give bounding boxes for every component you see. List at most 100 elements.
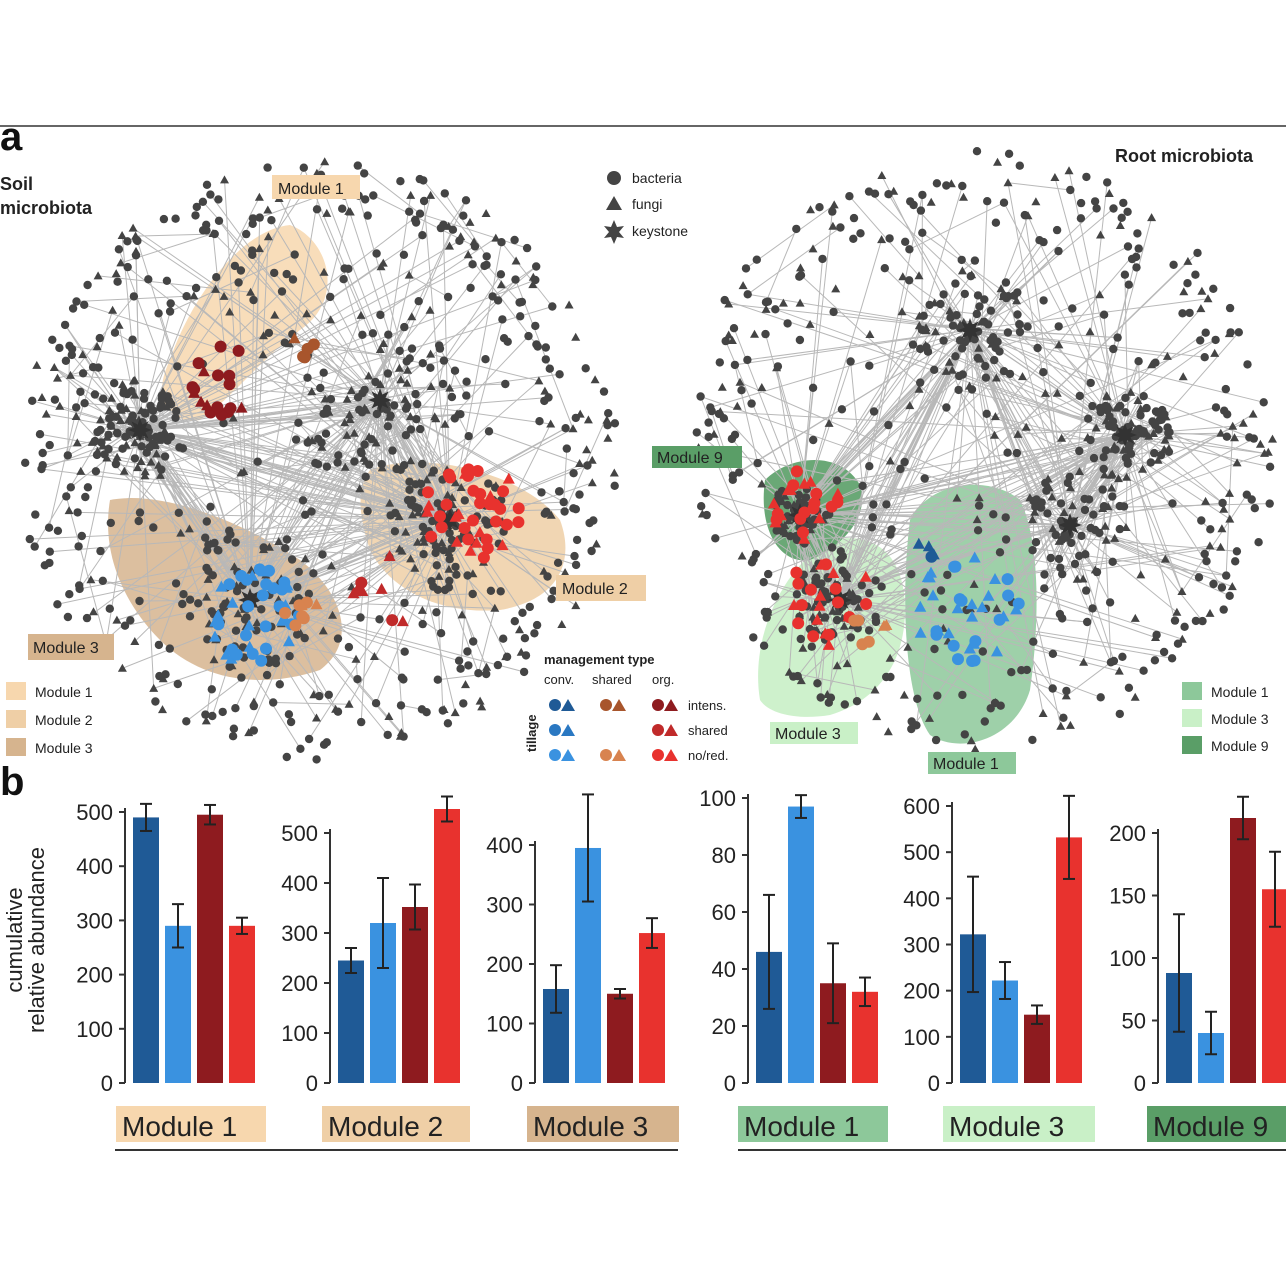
- root-hub-edge: [969, 329, 1090, 500]
- root-fungi-node: [1160, 435, 1170, 444]
- root-colored-bacteria-node: [832, 596, 844, 609]
- soil-bacteria-node: [448, 225, 458, 234]
- root-hub-edge: [839, 248, 1140, 601]
- root-bacteria-node: [920, 474, 929, 483]
- soil-bacteria-node: [284, 710, 294, 719]
- root-bacteria-node: [907, 570, 916, 579]
- soil-hub-edge: [135, 235, 381, 401]
- soil-fungi-node: [431, 414, 441, 423]
- soil-fungi-node: [591, 539, 601, 548]
- soil-bacteria-node: [383, 422, 393, 431]
- y-tick-label: 60: [712, 900, 736, 925]
- module-box: [527, 1106, 679, 1142]
- root-bacteria-node: [1040, 570, 1049, 579]
- root-bacteria-node: [851, 595, 860, 604]
- root-bacteria-node: [1042, 486, 1051, 495]
- soil-colored-bacteria-node: [223, 378, 236, 391]
- soil-bacteria-node: [25, 534, 34, 544]
- soil-bacteria-node: [76, 387, 85, 396]
- root-bacteria-node: [1198, 616, 1207, 626]
- root-bacteria-node: [753, 458, 762, 468]
- soil-bacteria-node: [532, 620, 542, 630]
- root-bacteria-node: [1088, 604, 1097, 613]
- root-hub-edge: [734, 329, 971, 366]
- soil-bacteria-node: [339, 275, 348, 284]
- soil-bacteria-node: [307, 507, 316, 516]
- root-hub-edge: [799, 514, 1070, 535]
- soil-bacteria-node: [123, 237, 132, 246]
- soil-edge: [205, 613, 221, 721]
- soil-fungi-node: [318, 626, 328, 635]
- soil-fungi-node: [450, 708, 460, 717]
- root-bacteria-node: [887, 525, 896, 534]
- root-bacteria-node: [1151, 358, 1160, 367]
- root-bacteria-node: [1139, 666, 1148, 675]
- soil-colored-fungi-node: [195, 395, 207, 407]
- soil-bacteria-node: [269, 698, 278, 707]
- soil-bacteria-node: [252, 626, 261, 635]
- soil-bacteria-node: [502, 652, 512, 661]
- soil-bacteria-node: [516, 312, 525, 321]
- root-bacteria-node: [1022, 665, 1032, 675]
- mgmt-org-nored-triangle: [664, 749, 678, 761]
- soil-bacteria-node: [481, 355, 490, 364]
- root-colored-bacteria-node: [825, 500, 838, 513]
- root-bacteria-node: [792, 590, 802, 599]
- soil-bacteria-node: [361, 472, 370, 481]
- root-bacteria-node: [908, 340, 918, 349]
- root-bacteria-node: [980, 317, 989, 326]
- root-bacteria-node: [931, 735, 941, 745]
- root-fungi-node: [1263, 447, 1273, 456]
- root-module-1-tag: Module 1: [928, 752, 1016, 774]
- soil-bacteria-node: [510, 235, 519, 245]
- soil-fungi-node: [351, 654, 361, 663]
- soil-edge: [467, 254, 539, 347]
- root-fungi-node: [1101, 535, 1111, 544]
- root-bacteria-node: [1028, 735, 1037, 745]
- y-tick-label: 500: [281, 821, 318, 846]
- soil-bacteria-node: [433, 675, 442, 684]
- root-colored-fungi-node: [859, 570, 872, 582]
- mgmt-conv-nored-triangle: [561, 749, 575, 761]
- soil-bacteria-node: [111, 459, 121, 469]
- soil-bacteria-node: [334, 451, 343, 460]
- soil-bacteria-node: [482, 260, 491, 270]
- root-hub-edge: [796, 524, 1071, 541]
- soil-colored-fungi-node: [470, 536, 483, 548]
- root-hub-edge: [958, 389, 1071, 526]
- soil-fungi-node: [202, 592, 212, 601]
- root-fungi-node: [925, 713, 934, 722]
- root-bacteria-node: [1075, 391, 1085, 401]
- root-hub-edge: [1044, 393, 1071, 526]
- root-edge: [992, 300, 1018, 338]
- root-bacteria-node: [1060, 531, 1069, 540]
- soil-bacteria-node: [68, 304, 78, 313]
- soil-bacteria-node: [466, 283, 475, 293]
- soil-fungi-node: [155, 470, 165, 479]
- root-bacteria-node: [870, 189, 880, 198]
- root-colored-bacteria-node: [790, 566, 803, 579]
- root-fungi-node: [829, 200, 839, 209]
- soil-colored-bacteria-node: [267, 582, 280, 595]
- root-bacteria-node: [983, 197, 992, 206]
- soil-hub-edge: [238, 282, 251, 601]
- soil-fungi-node: [184, 524, 194, 533]
- soil-hub-edge: [127, 266, 451, 521]
- soil-bacteria-node: [375, 615, 384, 624]
- soil-edge: [501, 423, 552, 522]
- soil-bacteria-node: [531, 321, 540, 331]
- root-hub-edge: [833, 311, 971, 331]
- root-fungi-node: [832, 661, 842, 670]
- soil-hub-edge: [135, 251, 141, 431]
- soil-hub-edge: [449, 459, 593, 521]
- soil-bacteria-node: [165, 644, 174, 653]
- soil-bacteria-node: [192, 202, 201, 212]
- root-colored-fungi-node: [819, 627, 832, 639]
- root-bacteria-node: [721, 336, 730, 346]
- soil-edge: [380, 237, 497, 316]
- root-bacteria-node: [771, 305, 780, 314]
- root-fungi-node: [870, 685, 880, 694]
- root-bacteria-node: [796, 634, 805, 644]
- root-hub-edge: [969, 298, 1209, 331]
